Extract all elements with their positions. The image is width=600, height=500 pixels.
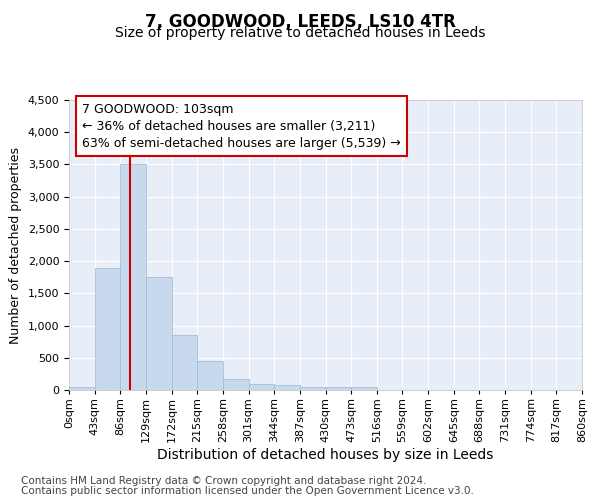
Bar: [248, 384, 274, 390]
Bar: [172, 335, 197, 390]
Y-axis label: Number of detached properties: Number of detached properties: [9, 146, 22, 344]
Text: Size of property relative to detached houses in Leeds: Size of property relative to detached ho…: [115, 26, 485, 40]
Bar: [351, 387, 377, 390]
Bar: [121, 164, 146, 390]
Bar: [325, 388, 351, 390]
X-axis label: Distribution of detached houses by size in Leeds: Distribution of detached houses by size …: [157, 448, 494, 462]
Text: 7 GOODWOOD: 103sqm
← 36% of detached houses are smaller (3,211)
63% of semi-deta: 7 GOODWOOD: 103sqm ← 36% of detached hou…: [82, 102, 401, 150]
Text: 7, GOODWOOD, LEEDS, LS10 4TR: 7, GOODWOOD, LEEDS, LS10 4TR: [145, 12, 455, 30]
Bar: [69, 387, 95, 390]
Text: Contains public sector information licensed under the Open Government Licence v3: Contains public sector information licen…: [21, 486, 474, 496]
Bar: [300, 387, 325, 390]
Bar: [197, 361, 223, 390]
Bar: [95, 268, 121, 390]
Text: Contains HM Land Registry data © Crown copyright and database right 2024.: Contains HM Land Registry data © Crown c…: [21, 476, 427, 486]
Bar: [274, 386, 300, 390]
Bar: [223, 378, 248, 390]
Bar: [146, 277, 172, 390]
